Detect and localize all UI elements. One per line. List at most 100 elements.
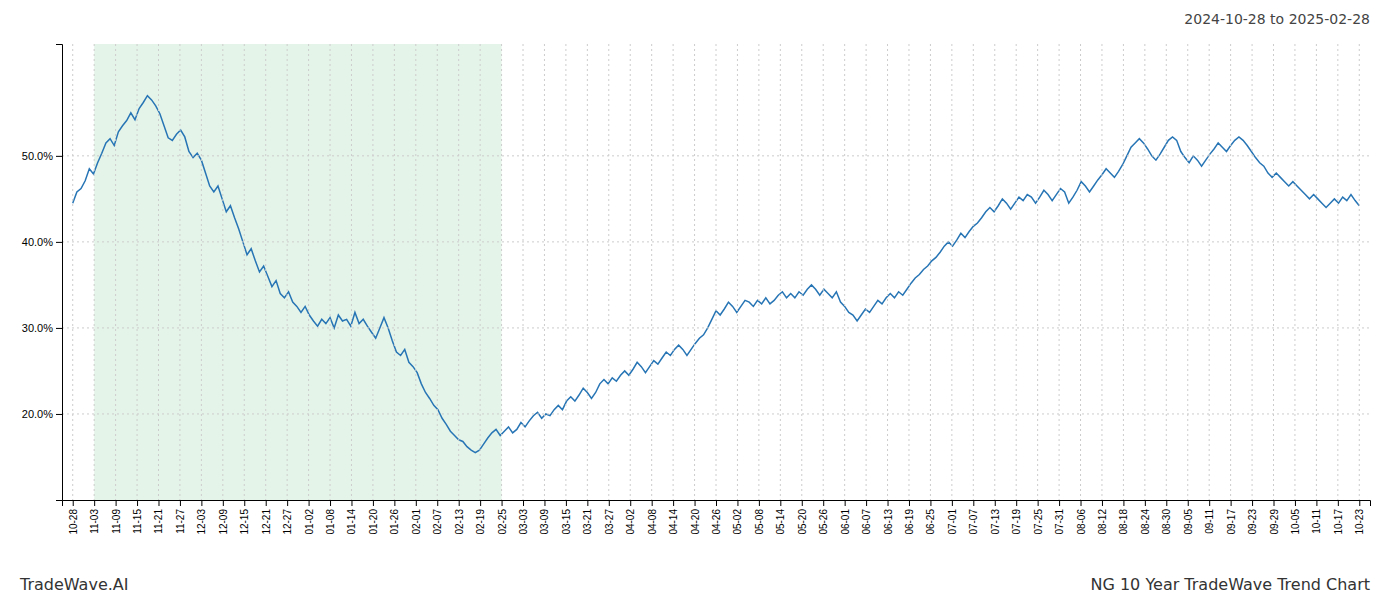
x-tick: 03-15 <box>561 500 572 535</box>
x-tick-label: 04-14 <box>668 509 679 535</box>
x-tick-mark <box>673 500 674 506</box>
x-tick-mark <box>587 500 588 506</box>
x-axis: 10-2811-0311-0911-1511-2111-2712-0312-09… <box>63 500 1371 535</box>
grid-line-x <box>544 44 545 500</box>
y-tick-label: 50.0% <box>22 150 53 162</box>
grid <box>62 44 1370 500</box>
y-tick: 40.0% <box>22 236 62 248</box>
x-tick: 07-19 <box>1011 500 1022 535</box>
y-tick-mark <box>56 328 62 329</box>
x-tick: 06-25 <box>925 500 936 535</box>
x-tick-label: 12-09 <box>218 509 229 535</box>
x-tick-mark <box>973 500 974 506</box>
x-tick-label: 12-21 <box>261 509 272 535</box>
x-tick-mark <box>1209 500 1210 506</box>
x-tick-label: 08-18 <box>1118 509 1129 535</box>
grid-line-x <box>651 44 652 500</box>
grid-line-x <box>673 44 674 500</box>
x-tick: 12-09 <box>218 500 229 535</box>
x-tick-mark <box>609 500 610 506</box>
x-tick: 08-12 <box>1097 500 1108 535</box>
y-tick: 20.0% <box>22 408 62 420</box>
chart: 10-2811-0311-0911-1511-2111-2712-0312-09… <box>0 0 1400 600</box>
x-tick-label: 08-30 <box>1161 509 1172 535</box>
x-tick: 03-27 <box>604 500 615 535</box>
grid-line-x <box>1252 44 1253 500</box>
y-tick-mark <box>56 414 62 415</box>
x-tick: 08-18 <box>1118 500 1129 535</box>
grid-line-x <box>737 44 738 500</box>
x-tick-mark <box>244 500 245 506</box>
grid-line-x <box>1144 44 1145 500</box>
x-tick-mark <box>1188 500 1189 506</box>
x-tick-mark <box>823 500 824 506</box>
x-tick: 04-14 <box>668 500 679 535</box>
x-tick: 09-23 <box>1247 500 1258 535</box>
x-tick-mark <box>1295 500 1296 506</box>
x-tick-mark <box>459 500 460 506</box>
x-tick-label: 07-07 <box>968 509 979 535</box>
x-tick-label: 03-21 <box>582 509 593 535</box>
x-tick: 03-03 <box>518 500 529 535</box>
x-tick-label: 03-15 <box>561 509 572 535</box>
x-tick-label: 11-15 <box>132 509 143 534</box>
grid-line-x <box>1294 44 1295 500</box>
grid-line-x <box>372 44 373 500</box>
x-tick-label: 05-08 <box>754 509 765 535</box>
grid-line-x <box>94 44 95 500</box>
x-tick-mark <box>394 500 395 506</box>
x-axis-line <box>63 501 1371 507</box>
grid-line-x <box>716 44 717 500</box>
x-tick: 12-21 <box>261 500 272 535</box>
x-tick: 07-31 <box>1054 500 1065 535</box>
x-tick-label: 09-17 <box>1226 509 1237 535</box>
x-tick-mark <box>309 500 310 506</box>
x-tick-label: 02-07 <box>432 509 443 535</box>
x-tick-mark <box>287 500 288 506</box>
y-axis: 20.0% 30.0% 40.0% 50.0% <box>22 45 63 501</box>
x-tick: 06-13 <box>883 500 894 535</box>
x-tick-label: 10-28 <box>68 509 79 535</box>
x-tick: 03-09 <box>539 500 550 535</box>
grid-line-x <box>201 44 202 500</box>
x-tick: 06-07 <box>861 500 872 535</box>
x-tick: 12-03 <box>196 500 207 535</box>
x-tick: 09-05 <box>1183 500 1194 535</box>
x-tick-label: 03-27 <box>604 509 615 535</box>
grid-line-x <box>480 44 481 500</box>
grid-line-x <box>587 44 588 500</box>
x-tick: 07-25 <box>1033 500 1044 535</box>
grid-line-x <box>1187 44 1188 500</box>
x-tick-label: 11-21 <box>153 509 164 534</box>
y-tick: 30.0% <box>22 322 62 334</box>
x-tick-mark <box>73 500 74 506</box>
grid-line-x <box>222 44 223 500</box>
x-tick-label: 05-26 <box>818 509 829 535</box>
x-tick-label: 03-09 <box>539 509 550 535</box>
x-tick-label: 02-01 <box>411 509 422 535</box>
x-tick-label: 11-27 <box>175 509 186 534</box>
x-tick: 08-06 <box>1076 500 1087 535</box>
grid-line-x <box>1166 44 1167 500</box>
grid-line-x <box>158 44 159 500</box>
x-tick-mark <box>566 500 567 506</box>
x-tick-mark <box>737 500 738 506</box>
x-tick-label: 04-20 <box>690 509 701 535</box>
x-tick: 06-19 <box>904 500 915 535</box>
grid-line-x <box>694 44 695 500</box>
grid-line-x <box>137 44 138 500</box>
x-tick-mark <box>373 500 374 506</box>
grid-line-x <box>308 44 309 500</box>
x-tick: 04-02 <box>625 500 636 535</box>
x-tick: 03-21 <box>582 500 593 535</box>
x-tick: 12-27 <box>282 500 293 535</box>
x-tick: 01-02 <box>304 500 315 535</box>
x-tick-label: 07-31 <box>1054 509 1065 535</box>
x-tick-label: 04-08 <box>647 509 658 535</box>
x-tick-mark <box>1081 500 1082 506</box>
x-tick: 02-19 <box>475 500 486 535</box>
x-tick-mark <box>1274 500 1275 506</box>
grid-line-x <box>930 44 931 500</box>
x-tick-label: 08-12 <box>1097 509 1108 535</box>
grid-line-x <box>887 44 888 500</box>
